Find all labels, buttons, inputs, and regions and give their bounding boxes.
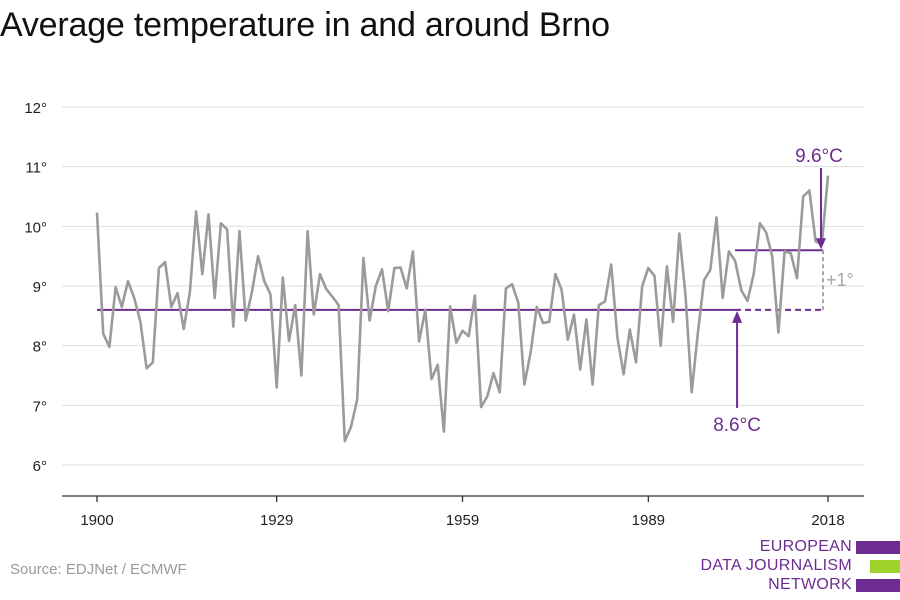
- x-tick-label-2018: 2018: [811, 512, 844, 529]
- logo-line-3: NETWORK: [768, 576, 852, 593]
- logo-bar-purple-top: [856, 541, 900, 554]
- edjnet-logo: EUROPEAN DATA JOURNALISM NETWORK: [700, 538, 900, 598]
- y-tick-label-11: 11°: [25, 160, 47, 177]
- logo-line-2: DATA JOURNALISM: [700, 557, 852, 574]
- x-axis: 1900 1929 1959 1989 2018: [62, 495, 864, 529]
- difference-label: +1°: [826, 270, 854, 290]
- y-tick-label-12: 12°: [24, 100, 47, 117]
- annotations: [97, 249, 824, 311]
- recent-arrow-head: [816, 238, 826, 250]
- x-tick-label-1929: 1929: [260, 512, 293, 529]
- x-tick-label-1989: 1989: [632, 512, 665, 529]
- baseline-arrow-head: [732, 310, 743, 323]
- grid-layer: [62, 106, 864, 466]
- recent-value-label: 9.6°C: [795, 146, 843, 167]
- source-note: Source: EDJNet / ECMWF: [10, 561, 187, 578]
- temperature-series-line: [95, 175, 830, 443]
- page-title: Average temperature in and around Brno: [0, 6, 610, 44]
- x-tick-label-1959: 1959: [446, 512, 479, 529]
- y-tick-label-8: 8°: [33, 339, 47, 356]
- annotation-labels: 8.6°C 9.6°C +1°: [713, 146, 854, 436]
- logo-bar-purple-bottom: [856, 579, 900, 592]
- x-tick-label-1900: 1900: [80, 512, 113, 529]
- y-axis-labels: 6° 7° 8° 9° 10° 11° 12°: [24, 100, 47, 475]
- baseline-value-label: 8.6°C: [713, 415, 761, 436]
- y-tick-label-9: 9°: [33, 279, 47, 296]
- series-layer: [95, 175, 830, 443]
- logo-line-1: EUROPEAN: [759, 538, 852, 555]
- y-tick-label-6: 6°: [33, 458, 47, 475]
- logo-bar-green: [870, 560, 900, 573]
- y-tick-label-10: 10°: [24, 219, 47, 236]
- y-tick-label-7: 7°: [33, 398, 47, 415]
